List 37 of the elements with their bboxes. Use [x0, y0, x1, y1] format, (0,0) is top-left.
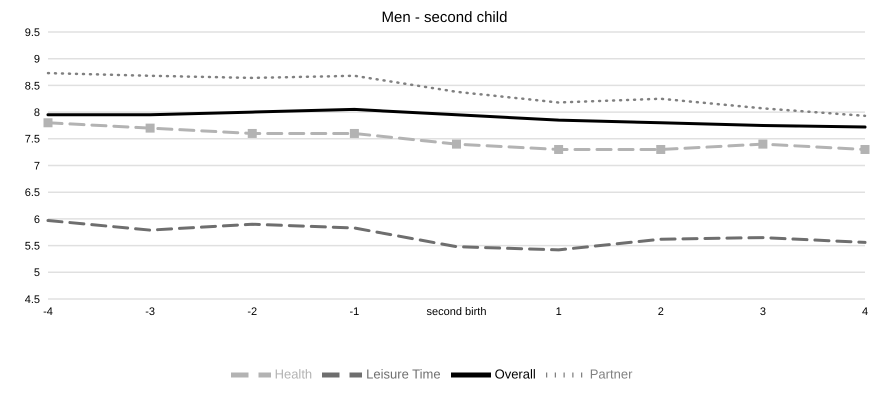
x-tick-label: -3 [145, 306, 156, 318]
x-tick-label: -1 [349, 306, 360, 318]
line-series [46, 108, 866, 129]
y-tick-label: 8 [34, 107, 40, 120]
x-tick-label: -2 [247, 306, 258, 318]
legend-label: Leisure Time [366, 366, 441, 382]
y-tick-label: 8.5 [24, 80, 40, 92]
point [554, 144, 564, 154]
point [860, 144, 870, 154]
legend-label: Overall [494, 366, 536, 382]
point [248, 128, 257, 138]
point [350, 128, 359, 138]
x-tick-label: 1 [556, 306, 562, 318]
legend-label: Partner [590, 366, 632, 382]
chart-title: Men - second child [380, 8, 508, 28]
point [656, 144, 666, 154]
point [44, 118, 52, 128]
y-tick-label: 4.5 [24, 294, 40, 306]
y-tick-label: 5 [34, 267, 40, 280]
line-series [46, 72, 866, 118]
x-tick-label: 3 [760, 306, 766, 318]
x-tick-label: -4 [43, 306, 53, 318]
x-tick-label: second birth [426, 306, 486, 318]
y-tick-label: 6 [34, 214, 40, 226]
y-tick-label: 5.5 [24, 240, 40, 253]
x-tick-label: 2 [658, 306, 664, 318]
point [452, 140, 461, 149]
point [758, 140, 768, 149]
point [146, 124, 155, 133]
y-tick-label: 9 [34, 54, 40, 66]
y-tick-label: 7.5 [24, 134, 40, 146]
y-tick-label: 9.5 [24, 26, 40, 39]
x-tick-label: 4 [862, 306, 868, 318]
y-tick-label: 7 [34, 160, 40, 172]
line-series [46, 219, 866, 252]
legend-label: Health [274, 366, 312, 382]
y-tick-label: 6.5 [24, 187, 40, 200]
